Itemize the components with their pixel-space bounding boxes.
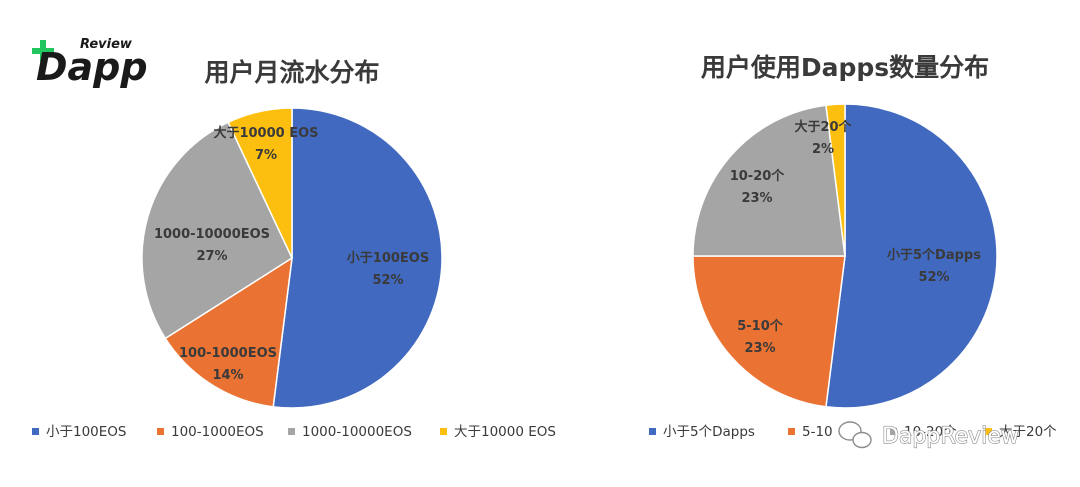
chart-2-legend-label-4: 大于20个 <box>999 424 1057 440</box>
chart-2-slice-1-label: 小于5个Dapps 52% <box>887 247 981 285</box>
chart-2-legend: 小于5个Dapps 5-10 10-20个 大于20个 <box>649 424 1057 440</box>
chart-2-slice-4-label: 大于20个 2% <box>794 119 852 157</box>
chart-2-slice-3 <box>692 104 846 257</box>
chart-1-legend-marker-1 <box>32 428 39 435</box>
logo-dapp-text: Dapp <box>36 45 148 89</box>
chart-1-slice-2 <box>164 256 293 408</box>
chart-2-legend-marker-2 <box>788 428 795 435</box>
wechat-icon <box>838 421 872 449</box>
chart-2-slice-2-label: 5-10个 23% <box>737 318 784 356</box>
chart-2-legend-marker-1 <box>649 428 656 435</box>
chart-2-legend-label-1: 小于5个Dapps <box>663 424 755 440</box>
chart-2-legend-label-3: 10-20个 <box>904 424 957 440</box>
chart-2-legend-label-2: 5-10 <box>802 424 833 440</box>
chart-2-pie: 小于5个Dapps 52% 5-10个 23% 10-20个 23%大于20个 2% <box>692 103 998 409</box>
dapp-review-logo: Review Dapp <box>32 37 148 89</box>
chart-2-title: 用户使用Dapps数量分布 <box>701 53 989 82</box>
chart-1-slice-3-label: 1000-10000EOS 27% <box>154 227 270 264</box>
logo-review-text: Review <box>80 37 133 52</box>
chart-1-legend-label-1: 小于100EOS <box>46 424 127 440</box>
chart-1-slice-1-label: 小于100EOS 52% <box>347 251 429 288</box>
chart-2-legend-marker-3 <box>890 428 897 435</box>
chart-1-slice-2-label: 100-1000EOS 14% <box>179 346 277 383</box>
chart-1-legend-marker-3 <box>288 428 295 435</box>
chart-1-legend: 小于100EOS 100-1000EOS 1000-10000EOS 大于10000 … <box>32 424 556 440</box>
chart-1-slice-4-label: 大于10000 EOS 7% <box>213 125 318 163</box>
chart-1-legend-label-3: 1000-10000EOS <box>302 424 412 440</box>
chart-2-slice-2 <box>692 255 846 408</box>
chart-1-legend-marker-2 <box>157 428 164 435</box>
chart-2-slice-4 <box>825 103 846 257</box>
chart-1-legend-marker-4 <box>440 428 447 435</box>
chart-1-slice-3 <box>141 121 293 340</box>
chart-1-legend-label-4: 大于10000 EOS <box>454 424 556 440</box>
watermark: DappReview <box>838 421 1019 450</box>
chart-2-legend-marker-4 <box>985 428 992 435</box>
chart-2-slice-3-label: 10-20个 23% <box>730 168 786 206</box>
chart-1-slice-4 <box>227 107 293 259</box>
watermark-text: DappReview <box>882 424 1019 449</box>
chart-2-slice-1 <box>825 103 998 409</box>
logo-plus-vertical <box>40 40 46 62</box>
chart-1-slice-1 <box>272 107 443 409</box>
chart-1-title: 用户月流水分布 <box>204 58 379 87</box>
chart-1-legend-label-2: 100-1000EOS <box>171 424 264 440</box>
chart-1-pie: 小于100EOS 52% 100-1000EOS 14% 1000-10000EOS 27… <box>141 107 443 409</box>
